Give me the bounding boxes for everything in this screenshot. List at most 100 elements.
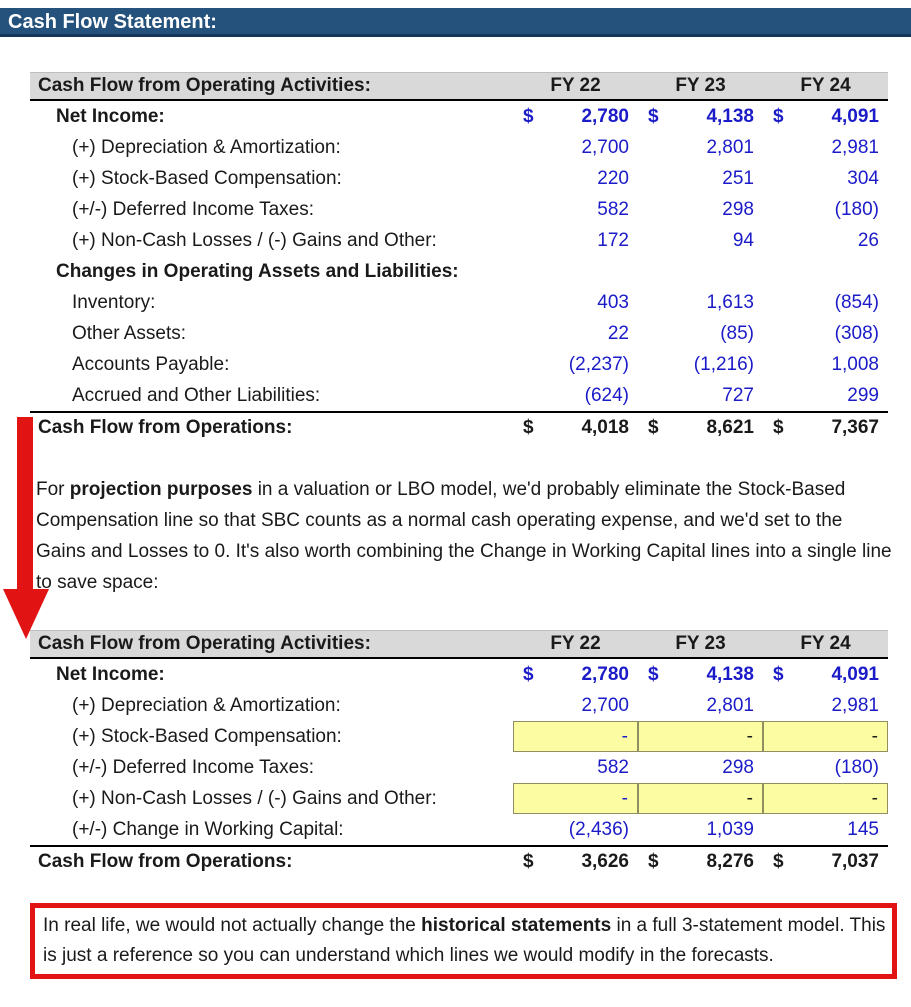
row-label: Inventory:	[72, 291, 156, 313]
row-label: (+) Depreciation & Amortization:	[72, 694, 341, 716]
highlighted-input-cell: -	[638, 721, 763, 752]
row-label: Accrued and Other Liabilities:	[72, 384, 321, 406]
row-label: (+/-) Deferred Income Taxes:	[72, 198, 314, 220]
table-row: (+/-) Change in Working Capital: (2,436)…	[30, 814, 888, 845]
value-cell: 727	[722, 384, 754, 406]
value-cell	[638, 256, 763, 287]
value-cell: $4,138	[648, 105, 754, 127]
value-cell	[763, 256, 888, 287]
value-cell: $7,367	[773, 416, 879, 438]
note-box: In real life, we would not actually chan…	[30, 903, 897, 979]
table-row: Net Income: $2,780 $4,138 $4,091	[30, 101, 888, 132]
value-cell: $7,037	[773, 850, 879, 872]
value-cell: $4,018	[523, 416, 629, 438]
value-cell: $4,138	[648, 663, 754, 685]
explanation-paragraph: For projection purposes in a valuation o…	[36, 474, 894, 598]
table-row: (+/-) Deferred Income Taxes: 582 298 (18…	[30, 194, 888, 225]
table-row: (+) Depreciation & Amortization: 2,700 2…	[30, 132, 888, 163]
value-cell: 298	[722, 198, 754, 220]
dollar-sign: $	[648, 850, 659, 872]
bold-emphasis: historical statements	[421, 915, 612, 936]
value-cell: 172	[597, 229, 629, 251]
column-header-fy24: FY 24	[800, 75, 851, 96]
table-row: (+) Non-Cash Losses / (-) Gains and Othe…	[30, 783, 888, 814]
value-cell: 251	[722, 167, 754, 189]
paragraph-text: For	[36, 479, 70, 500]
table-row: Accrued and Other Liabilities: (624) 727…	[30, 380, 888, 411]
table-header-row: Cash Flow from Operating Activities: FY …	[30, 72, 888, 101]
column-header-fy23: FY 23	[675, 75, 726, 96]
table-row: Changes in Operating Assets and Liabilit…	[30, 256, 888, 287]
table-total-row: Cash Flow from Operations: $4,018 $8,621…	[30, 411, 888, 442]
value-cell: (180)	[834, 756, 879, 778]
table-row: (+) Depreciation & Amortization: 2,700 2…	[30, 690, 888, 721]
row-label: Cash Flow from Operations:	[38, 850, 293, 872]
value-cell: 299	[847, 384, 879, 406]
column-header-fy23: FY 23	[675, 633, 726, 654]
value-cell: $8,621	[648, 416, 754, 438]
value-cell: 298	[722, 756, 754, 778]
table-row: (+) Stock-Based Compensation: - - -	[30, 721, 888, 752]
table-total-row: Cash Flow from Operations: $3,626 $8,276…	[30, 845, 888, 876]
row-label: (+/-) Deferred Income Taxes:	[72, 756, 314, 778]
value-cell: $2,780	[523, 663, 629, 685]
row-label: Accounts Payable:	[72, 353, 230, 375]
dollar-sign: $	[648, 416, 659, 438]
highlighted-input-cell: -	[638, 783, 763, 814]
table-header-label: Cash Flow from Operating Activities:	[38, 75, 371, 96]
dollar-sign: $	[523, 850, 534, 872]
dollar-sign: $	[773, 663, 784, 685]
cash-flow-table-historical: Cash Flow from Operating Activities: FY …	[30, 72, 888, 442]
value-cell: $4,091	[773, 663, 879, 685]
table-row: Net Income: $2,780 $4,138 $4,091	[30, 659, 888, 690]
row-label: Other Assets:	[72, 322, 187, 344]
value-cell: 2,700	[581, 694, 629, 716]
table-row: Other Assets: 22 (85) (308)	[30, 318, 888, 349]
value-cell: (85)	[720, 322, 754, 344]
value-cell: $4,091	[773, 105, 879, 127]
value-cell: 582	[597, 756, 629, 778]
value-cell: 403	[597, 291, 629, 313]
row-label: Changes in Operating Assets and Liabilit…	[56, 260, 459, 282]
value-cell: $2,780	[523, 105, 629, 127]
value-cell: 1,613	[706, 291, 754, 313]
value-cell: 304	[847, 167, 879, 189]
value-cell: (624)	[584, 384, 629, 406]
value-cell: 1,008	[831, 353, 879, 375]
highlighted-input-cell: -	[513, 721, 638, 752]
table-row: Inventory: 403 1,613 (854)	[30, 287, 888, 318]
value-cell: (308)	[834, 322, 879, 344]
row-label: Cash Flow from Operations:	[38, 416, 293, 438]
value-cell: 2,801	[706, 136, 754, 158]
row-label: (+) Depreciation & Amortization:	[72, 136, 341, 158]
table-row: (+/-) Deferred Income Taxes: 582 298 (18…	[30, 752, 888, 783]
dollar-sign: $	[523, 105, 534, 127]
dollar-sign: $	[523, 663, 534, 685]
dollar-sign: $	[773, 105, 784, 127]
row-label: Net Income:	[56, 663, 165, 685]
value-cell: 2,700	[581, 136, 629, 158]
dollar-sign: $	[648, 663, 659, 685]
value-cell: $8,276	[648, 850, 754, 872]
highlighted-input-cell: -	[513, 783, 638, 814]
table-row: (+) Stock-Based Compensation: 220 251 30…	[30, 163, 888, 194]
paragraph-text: in a valuation or LBO model, we'd probab…	[36, 479, 892, 593]
column-header-fy22: FY 22	[550, 633, 601, 654]
table-header-row: Cash Flow from Operating Activities: FY …	[30, 630, 888, 659]
row-label: Net Income:	[56, 105, 165, 127]
value-cell: 582	[597, 198, 629, 220]
value-cell: 1,039	[706, 818, 754, 840]
column-header-fy24: FY 24	[800, 633, 851, 654]
red-down-arrow-icon	[3, 417, 49, 639]
value-cell: $3,626	[523, 850, 629, 872]
highlighted-input-cell: -	[763, 783, 888, 814]
value-cell: (854)	[834, 291, 879, 313]
value-cell: 2,801	[706, 694, 754, 716]
value-cell: (1,216)	[693, 353, 754, 375]
value-cell: 220	[597, 167, 629, 189]
dollar-sign: $	[773, 416, 784, 438]
table-header-label: Cash Flow from Operating Activities:	[38, 633, 371, 654]
dollar-sign: $	[648, 105, 659, 127]
value-cell: 22	[607, 322, 629, 344]
table-row: (+) Non-Cash Losses / (-) Gains and Othe…	[30, 225, 888, 256]
